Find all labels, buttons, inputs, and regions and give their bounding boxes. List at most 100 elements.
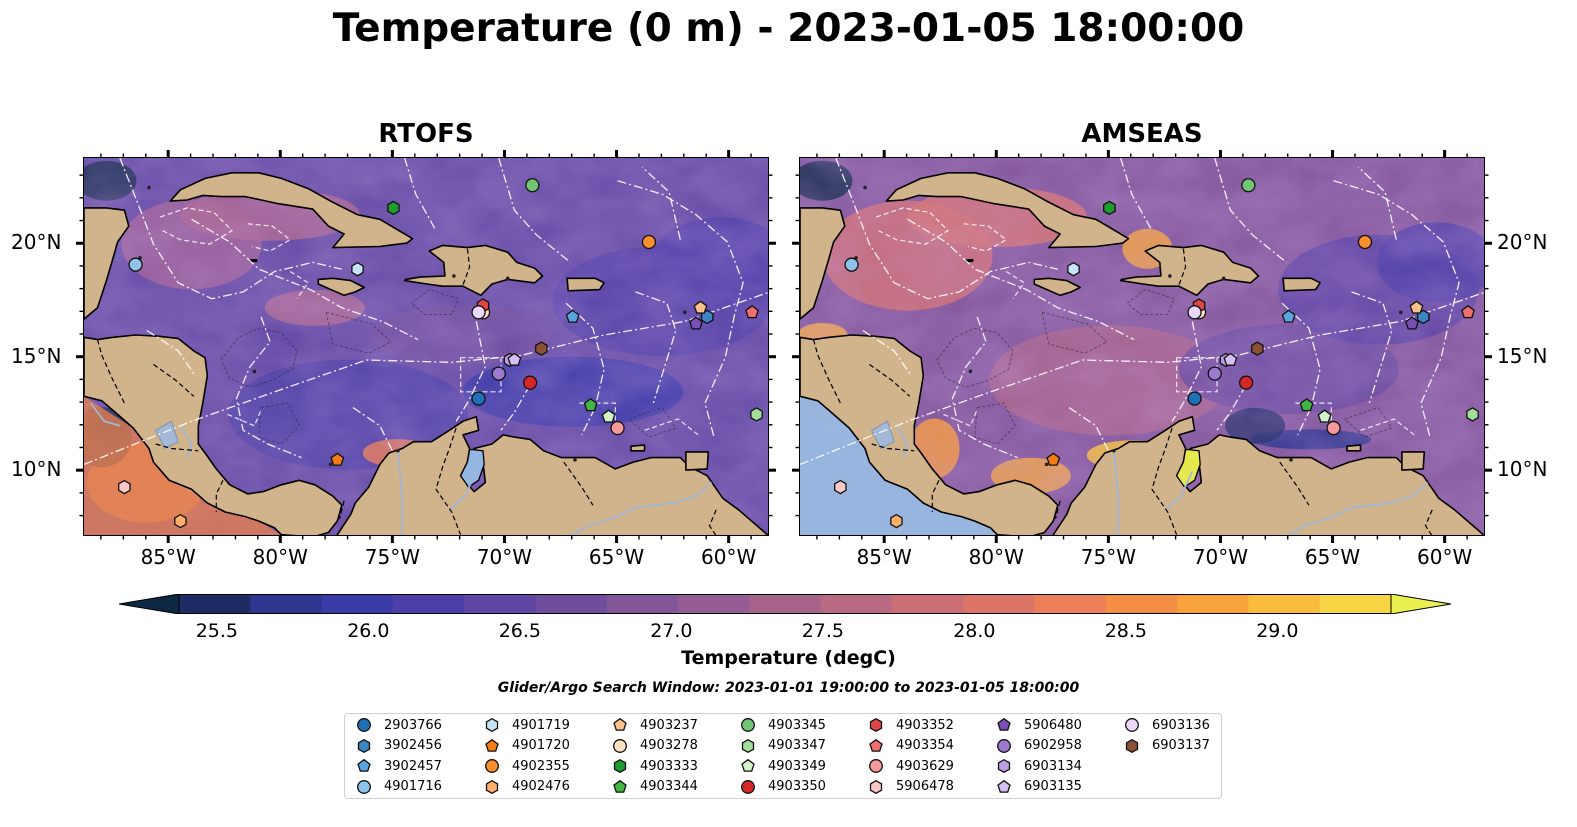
float-marker-5906478[interactable] [834, 479, 847, 495]
legend-label: 4903345 [768, 717, 826, 733]
country-border [931, 480, 940, 512]
float-marker-4903354[interactable] [745, 304, 759, 319]
eez-boundary [617, 180, 744, 438]
legend-marker[interactable] [869, 717, 883, 733]
float-marker-4902476[interactable] [890, 513, 903, 529]
float-marker-6902958[interactable] [1207, 366, 1222, 381]
float-marker-3902457[interactable] [565, 309, 580, 323]
float-marker-4902355[interactable] [641, 234, 657, 250]
legend-marker[interactable] [357, 758, 371, 772]
float-marker-4901716[interactable] [128, 257, 143, 272]
country-border [708, 509, 717, 535]
legend-marker[interactable] [357, 718, 371, 732]
river [1164, 470, 1194, 511]
legend-entry: 4903237 [611, 716, 698, 734]
legend-marker[interactable] [485, 738, 499, 752]
legend-marker[interactable] [613, 779, 627, 793]
panel-title-rtofs: RTOFS [378, 119, 474, 149]
float-marker-4903347[interactable] [750, 407, 763, 422]
float-marker-4903349[interactable] [1317, 409, 1332, 423]
land-jamaica [1033, 277, 1082, 297]
legend-marker[interactable] [485, 717, 499, 733]
float-marker-4903350[interactable] [1238, 375, 1254, 390]
float-marker-4903344[interactable] [1299, 398, 1314, 412]
float-marker-4903237[interactable] [693, 300, 708, 314]
float-marker-2903766[interactable] [1187, 391, 1202, 406]
map-canvas [84, 158, 768, 535]
rtofs-map-panel[interactable] [83, 157, 769, 536]
float-marker-6903136[interactable] [1187, 305, 1202, 320]
legend-marker[interactable] [869, 759, 883, 773]
float-marker-4901719[interactable] [1067, 261, 1080, 277]
legend-marker[interactable] [357, 738, 371, 753]
legend-marker[interactable] [869, 779, 883, 794]
legend-marker[interactable] [997, 717, 1011, 731]
legend-label: 4903350 [768, 779, 826, 794]
float-marker-5906480[interactable] [1405, 316, 1419, 330]
float-marker-4901719[interactable] [351, 261, 364, 277]
colorbar-segment [464, 594, 537, 614]
legend-marker[interactable] [869, 738, 883, 752]
float-marker-4903237[interactable] [1409, 300, 1424, 314]
float-marker-6902958[interactable] [491, 366, 506, 381]
legend-marker[interactable] [613, 758, 627, 774]
float-marker-4902476[interactable] [174, 513, 187, 529]
legend-marker[interactable] [485, 779, 499, 794]
float-marker-4903345[interactable] [1241, 178, 1256, 193]
river [179, 425, 193, 458]
float-marker-6903135[interactable] [1223, 352, 1238, 366]
lat-tick-label-right: 10°N [1497, 457, 1548, 482]
pentagon-marker-icon [997, 779, 1011, 793]
float-marker-4903350[interactable] [522, 375, 538, 390]
legend-entry: 6902958 [995, 737, 1082, 755]
circle-marker-icon [485, 759, 499, 773]
float-marker-4903333[interactable] [1103, 200, 1116, 216]
float-marker-4903349[interactable] [601, 409, 616, 423]
legend-marker[interactable] [485, 759, 499, 773]
float-marker-4903345[interactable] [525, 178, 540, 193]
float-marker-4901716[interactable] [844, 257, 859, 272]
legend-marker[interactable] [997, 779, 1011, 793]
float-marker-4903333[interactable] [387, 200, 400, 216]
legend-label: 3902457 [384, 758, 442, 774]
legend-marker[interactable] [613, 738, 627, 753]
float-marker-4903344[interactable] [583, 398, 598, 412]
float-marker-4903347[interactable] [1466, 407, 1479, 422]
legend-marker[interactable] [997, 758, 1011, 774]
float-marker-4902355[interactable] [1357, 234, 1373, 250]
legend-marker[interactable] [1125, 738, 1139, 753]
land-yucatan [800, 207, 846, 320]
legend-marker[interactable] [741, 779, 755, 794]
legend-marker[interactable] [997, 738, 1011, 753]
legend-marker[interactable] [741, 718, 755, 732]
float-marker-6903135[interactable] [507, 352, 522, 366]
float-marker-2903766[interactable] [471, 391, 486, 406]
legend-marker[interactable] [741, 758, 755, 772]
circle-marker-icon [613, 738, 627, 753]
float-marker-4903629[interactable] [610, 420, 625, 436]
float-marker-6903137[interactable] [1251, 341, 1264, 356]
float-marker-4903354[interactable] [1461, 304, 1475, 319]
legend-label: 4902355 [512, 758, 570, 774]
float-marker-5906480[interactable] [689, 316, 703, 330]
legend-marker[interactable] [741, 738, 755, 753]
legend-label: 4903347 [768, 738, 826, 753]
float-marker-5906478[interactable] [118, 479, 131, 495]
float-marker-4901720[interactable] [1046, 452, 1061, 466]
float-marker-4901720[interactable] [330, 452, 345, 466]
eez-boundary [1360, 418, 1415, 436]
float-marker-4903629[interactable] [1326, 420, 1341, 436]
float-marker-3902457[interactable] [1281, 309, 1296, 323]
legend-marker[interactable] [357, 779, 371, 794]
eez-boundary [460, 357, 502, 393]
legend-label: 4901720 [512, 738, 570, 753]
lake-nicaragua [871, 420, 895, 450]
place-marker [1044, 462, 1049, 467]
colorbar-tick-label: 28.0 [953, 620, 996, 642]
amseas-map-panel[interactable] [799, 157, 1485, 536]
legend-marker[interactable] [1125, 718, 1139, 732]
float-marker-6903136[interactable] [471, 305, 486, 320]
place-marker [968, 369, 973, 374]
float-marker-6903137[interactable] [535, 341, 548, 356]
legend-marker[interactable] [613, 717, 627, 731]
